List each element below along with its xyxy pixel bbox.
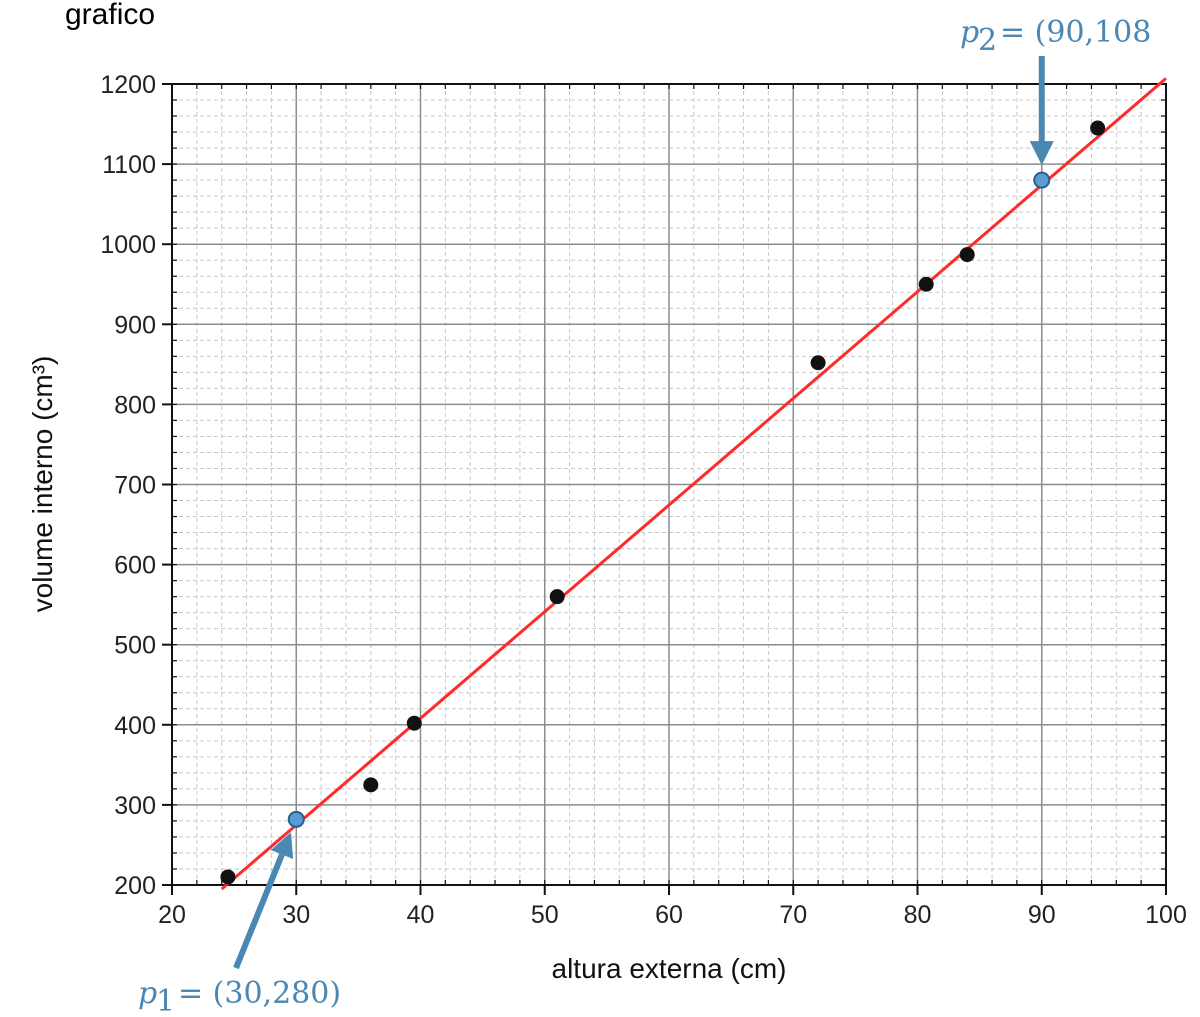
x-tick-label: 90	[1028, 901, 1056, 929]
annotation-label: p2 = (90,108	[960, 15, 1151, 58]
x-tick-labels: 20 30 40 50 60 70 80 90 100	[158, 901, 1187, 929]
fit-line-layer	[220, 77, 1167, 891]
data-points	[220, 120, 1106, 885]
annotation-arrow-head	[270, 832, 294, 860]
annotation-value: = (30,280)	[178, 976, 341, 1011]
data-point	[406, 715, 422, 731]
x-tick-label: 20	[158, 901, 186, 929]
y-tick-label: 1200	[100, 71, 156, 99]
data-point	[959, 247, 975, 263]
data-point	[363, 777, 379, 793]
y-tick-label: 600	[114, 552, 156, 580]
y-tick-label: 200	[114, 872, 156, 900]
annotation-arrow-shaft	[233, 853, 285, 970]
data-point	[810, 355, 826, 371]
annotation-subscript: 2	[978, 23, 997, 58]
highlighted-point	[287, 810, 305, 828]
x-tick-label: 100	[1145, 901, 1187, 929]
annotation-subscript: 1	[156, 984, 175, 1017]
x-tick-label: 80	[904, 901, 932, 929]
y-tick-label: 800	[114, 391, 156, 419]
annotation-symbol: p	[138, 976, 157, 1011]
annotation-symbol: p	[960, 15, 979, 50]
highlighted-point	[1033, 171, 1051, 189]
annotations: p1 = (30,280)p2 = (90,108	[138, 15, 1151, 1017]
annotation-label: p1 = (30,280)	[138, 976, 341, 1017]
y-tick-label: 1100	[102, 151, 156, 179]
header-fragment: grafico	[65, 0, 155, 31]
y-axis-label: volume interno (cm³)	[27, 356, 58, 613]
x-tick-label: 70	[779, 901, 807, 929]
tick-marks	[162, 83, 1167, 895]
y-tick-label: 1000	[100, 231, 156, 259]
data-point	[220, 869, 236, 885]
y-tick-labels: 200 300 400 500 600 700 800 900 1000 1100 1200	[100, 71, 156, 900]
data-point	[549, 589, 565, 605]
x-tick-label: 30	[282, 901, 310, 929]
y-tick-label: 700	[114, 472, 156, 500]
x-tick-label: 60	[655, 901, 683, 929]
y-tick-label: 900	[114, 311, 156, 339]
x-tick-label: 50	[531, 901, 559, 929]
annotation-arrow-head	[1029, 141, 1054, 166]
x-tick-label: 40	[407, 901, 435, 929]
data-point	[918, 276, 934, 292]
y-tick-label: 400	[114, 712, 156, 740]
fit-line	[220, 77, 1167, 891]
y-tick-label: 300	[114, 792, 156, 820]
y-tick-label: 500	[114, 632, 156, 660]
data-point	[1090, 120, 1106, 136]
annotation-value: = (90,108	[1000, 15, 1151, 50]
x-axis-label: altura externa (cm)	[552, 953, 787, 984]
